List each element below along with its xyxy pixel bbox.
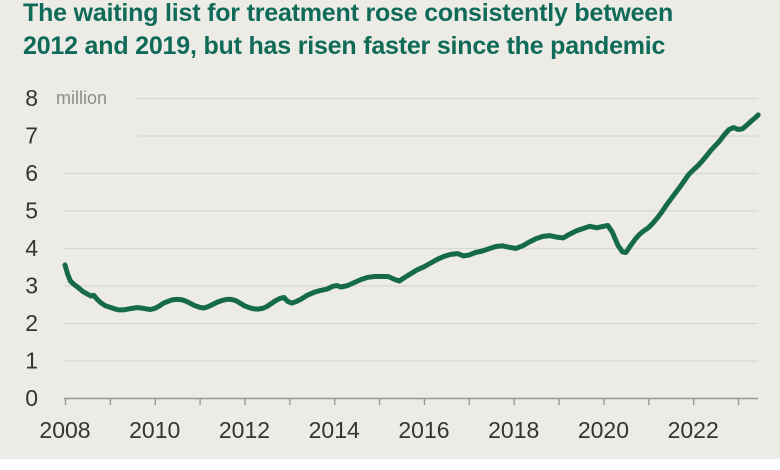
- svg-text:2018: 2018: [488, 417, 539, 443]
- svg-text:2016: 2016: [398, 417, 449, 443]
- waiting-list-trend-line: [62, 112, 761, 313]
- svg-text:2: 2: [25, 310, 38, 336]
- svg-text:2008: 2008: [39, 417, 90, 443]
- svg-text:4: 4: [25, 235, 38, 261]
- svg-text:2020: 2020: [578, 417, 629, 443]
- chart-title: The waiting list for treatment rose cons…: [23, 0, 763, 63]
- svg-text:3: 3: [25, 273, 38, 299]
- chart-title-line-1: The waiting list for treatment rose cons…: [23, 0, 674, 27]
- x-axis-ticks: [64, 399, 740, 405]
- svg-text:5: 5: [25, 198, 38, 224]
- y-axis-labels: 0 1 2 3 4 5 6 7 8: [25, 85, 38, 411]
- svg-text:8: 8: [25, 85, 38, 111]
- svg-text:1: 1: [25, 348, 38, 374]
- svg-text:2012: 2012: [219, 417, 270, 443]
- svg-text:0: 0: [25, 385, 38, 411]
- svg-text:2022: 2022: [668, 417, 719, 443]
- x-axis-labels: 2008 2010 2012 2014 2016 2018 2020 2022: [39, 417, 718, 443]
- svg-text:6: 6: [25, 160, 38, 186]
- chart-title-line-2: 2012 and 2019, but has risen faster sinc…: [23, 32, 666, 60]
- gridlines: [64, 97, 758, 362]
- million-unit-label: million: [56, 88, 107, 108]
- svg-text:7: 7: [25, 123, 38, 149]
- svg-text:2010: 2010: [129, 417, 180, 443]
- svg-text:2014: 2014: [309, 417, 360, 443]
